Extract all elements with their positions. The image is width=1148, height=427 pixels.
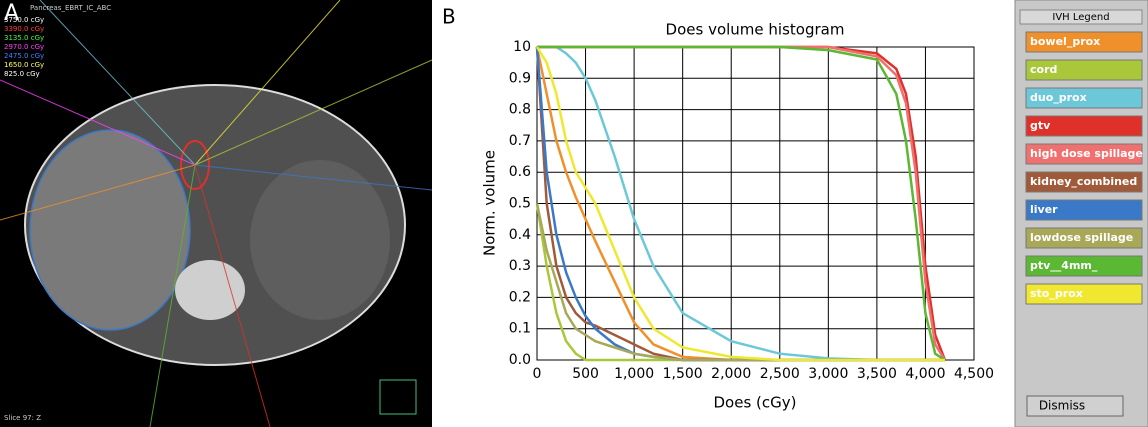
ct-gtv (180, 140, 210, 190)
legend-swatch (1025, 115, 1143, 137)
ct-slice: Slice 97: Z (4, 414, 41, 422)
isodose-label: 2475.0 cGy (4, 52, 44, 60)
x-tick-label: 4,000 (905, 366, 945, 382)
legend-swatch (1025, 171, 1143, 193)
legend-swatch (1025, 227, 1143, 249)
legend-entry: ptv__4mm_ (1030, 259, 1098, 272)
ct-organ (250, 160, 390, 320)
dismiss-label[interactable]: Dismiss (1039, 399, 1085, 413)
ct-header: Pancreas_EBRT_IC_ABC (30, 4, 111, 12)
y-tick-label: 0.8 (509, 102, 531, 118)
legend-entry: liver (1030, 203, 1058, 216)
legend-titlebar (1019, 9, 1143, 25)
isodose-label: 2970.0 cGy (4, 43, 44, 51)
y-tick-label: 0.9 (509, 70, 531, 86)
y-tick-label: 10 (513, 39, 531, 55)
legend-entry: cord (1030, 63, 1057, 76)
isodose-label: 825.0 cGy (4, 70, 40, 78)
y-tick-label: 0.2 (509, 289, 531, 305)
y-tick-label: 0.0 (509, 352, 531, 368)
isodose-label: 3750.0 cGy (4, 16, 44, 24)
isodose-label: 1650.0 cGy (4, 61, 44, 69)
y-tick-label: 0.4 (509, 227, 531, 243)
ct-liver (29, 129, 191, 331)
legend-entry: duo_prox (1030, 91, 1087, 104)
y-tick-label: 0.5 (509, 196, 531, 212)
legend-entry: high dose spillage (1030, 147, 1143, 160)
y-tick-label: 0.1 (509, 321, 531, 337)
x-tick-label: 1,500 (663, 366, 703, 382)
y-axis-label: Norm. volume (481, 150, 499, 256)
x-tick-label: 4,500 (954, 366, 994, 382)
x-axis-label: Does (cGy) (714, 394, 797, 412)
panel-label: B (442, 5, 456, 29)
series-line (535, 46, 945, 362)
x-tick-label: 500 (572, 366, 599, 382)
series-line (537, 45, 946, 362)
x-tick-label: 2,500 (760, 366, 800, 382)
ct-vertebra (175, 260, 245, 320)
legend-entry: gtv (1030, 119, 1051, 132)
legend-entry: kidney_combined (1030, 175, 1137, 188)
x-tick-label: 3,000 (808, 366, 848, 382)
legend-entry: lowdose spillage (1030, 231, 1133, 244)
isodose-label: 3390.0 cGy (4, 25, 44, 33)
y-tick-label: 0.6 (509, 164, 531, 180)
ct-beams (0, 0, 433, 427)
legend-swatch (1025, 143, 1143, 165)
isodose-label: 3135.0 cGy (4, 34, 44, 42)
dismiss-button[interactable] (1026, 395, 1124, 417)
legend-swatch (1025, 255, 1143, 277)
ct-icon (379, 379, 417, 415)
legend-swatch (1025, 31, 1143, 53)
y-tick-label: 0.3 (509, 258, 531, 274)
legend-swatch (1025, 87, 1143, 109)
legend-title: IVH Legend (1052, 12, 1109, 23)
legend-swatch (1025, 283, 1143, 305)
legend-entry: sto_prox (1030, 287, 1083, 300)
x-tick-label: 0 (533, 366, 542, 382)
legend-swatch (1025, 59, 1143, 81)
legend-entry: bowel_prox (1030, 35, 1100, 48)
x-tick-label: 3,500 (857, 366, 897, 382)
x-tick-label: 2,000 (711, 366, 751, 382)
x-tick-label: 1,000 (614, 366, 654, 382)
panel-label: A (4, 1, 19, 26)
legend-swatch (1025, 199, 1143, 221)
chart-title: Does volume histogram (666, 21, 845, 39)
y-tick-label: 0.7 (509, 133, 531, 149)
